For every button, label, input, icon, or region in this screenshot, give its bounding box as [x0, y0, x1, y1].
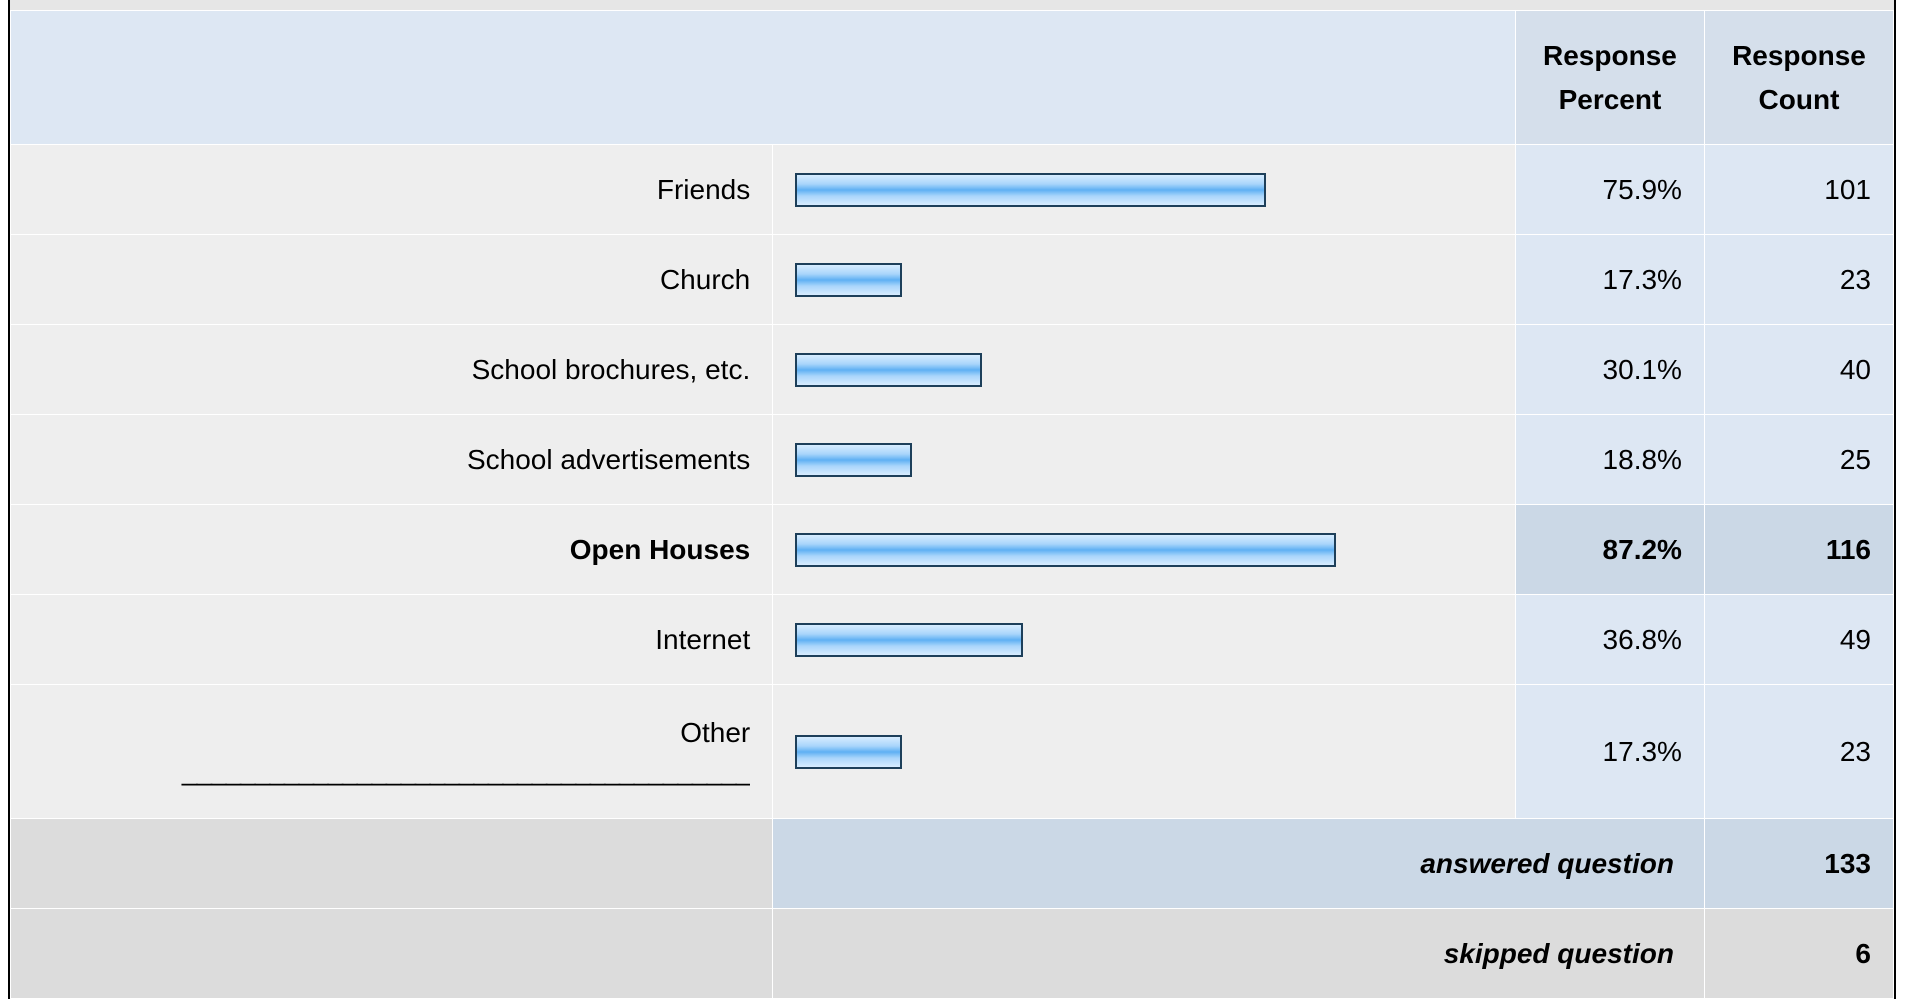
- answered-question-count: 133: [1703, 818, 1895, 909]
- answer-label: Internet: [9, 594, 774, 685]
- table-row: School advertisements 18.8% 25: [9, 414, 1895, 505]
- response-count: 49: [1703, 594, 1895, 685]
- bar-cell: [772, 594, 1516, 685]
- response-count: 116: [1703, 504, 1895, 595]
- bar-mark: [795, 442, 913, 477]
- bar-mark: [795, 352, 983, 387]
- response-table: Response Percent Response Count Friends …: [9, 10, 1895, 999]
- header-blank: [10, 10, 1516, 145]
- answered-question-row: answered question 133: [9, 818, 1895, 909]
- survey-results-panel: Response Percent Response Count Friends …: [8, 0, 1896, 999]
- bar-mark: [795, 532, 1337, 567]
- response-count: 23: [1703, 684, 1895, 819]
- skipped-question-row: skipped question 6: [9, 908, 1895, 999]
- answer-rows: Friends 75.9% 101 Church 17.3% 23 School…: [9, 144, 1895, 999]
- bar-mark: [795, 622, 1024, 657]
- table-row: School brochures, etc. 30.1% 40: [9, 324, 1895, 415]
- bar-mark: [795, 172, 1267, 207]
- bar-cell: [772, 504, 1516, 595]
- answer-label: School advertisements: [9, 414, 774, 505]
- table-row: Internet 36.8% 49: [9, 594, 1895, 685]
- table-row-highlighted: Open Houses 87.2% 116: [9, 504, 1895, 595]
- answer-label: Church: [9, 234, 774, 325]
- answer-label: Open Houses: [9, 504, 774, 595]
- response-percent: 18.8%: [1514, 414, 1705, 505]
- response-count: 101: [1703, 144, 1895, 235]
- response-percent: 75.9%: [1514, 144, 1705, 235]
- response-percent: 87.2%: [1514, 504, 1705, 595]
- answer-label: Friends: [9, 144, 774, 235]
- bar-mark: [795, 262, 903, 297]
- table-row: Church 17.3% 23: [9, 234, 1895, 325]
- answer-label-other: Other __________________________________…: [9, 684, 774, 819]
- table-header-row: Response Percent Response Count: [10, 10, 1895, 145]
- bar-cell: [772, 144, 1516, 235]
- other-text-line: _______________________________________: [181, 754, 751, 786]
- header-percent-label: Response Percent: [1543, 39, 1677, 115]
- summary-blank: [9, 908, 774, 999]
- response-count: 25: [1703, 414, 1895, 505]
- answered-question-label: answered question: [772, 818, 1705, 909]
- answer-label: Other: [680, 716, 751, 748]
- bar-cell: [772, 234, 1516, 325]
- bar-mark: [795, 734, 903, 769]
- bar-cell: [772, 414, 1516, 505]
- bar-cell: [772, 684, 1516, 819]
- response-percent: 17.3%: [1514, 234, 1705, 325]
- skipped-question-count: 6: [1703, 908, 1895, 999]
- response-percent: 30.1%: [1514, 324, 1705, 415]
- table-row: Friends 75.9% 101: [9, 144, 1895, 235]
- table-row: Other __________________________________…: [9, 684, 1895, 819]
- skipped-question-label: skipped question: [772, 908, 1705, 999]
- response-percent: 17.3%: [1514, 684, 1705, 819]
- response-count: 23: [1703, 234, 1895, 325]
- header-response-percent: Response Percent: [1514, 10, 1705, 145]
- header-response-count: Response Count: [1703, 10, 1895, 145]
- answer-label: School brochures, etc.: [9, 324, 774, 415]
- header-count-label: Response Count: [1732, 39, 1866, 115]
- response-percent: 36.8%: [1514, 594, 1705, 685]
- response-count: 40: [1703, 324, 1895, 415]
- bar-cell: [772, 324, 1516, 415]
- summary-blank: [9, 818, 774, 909]
